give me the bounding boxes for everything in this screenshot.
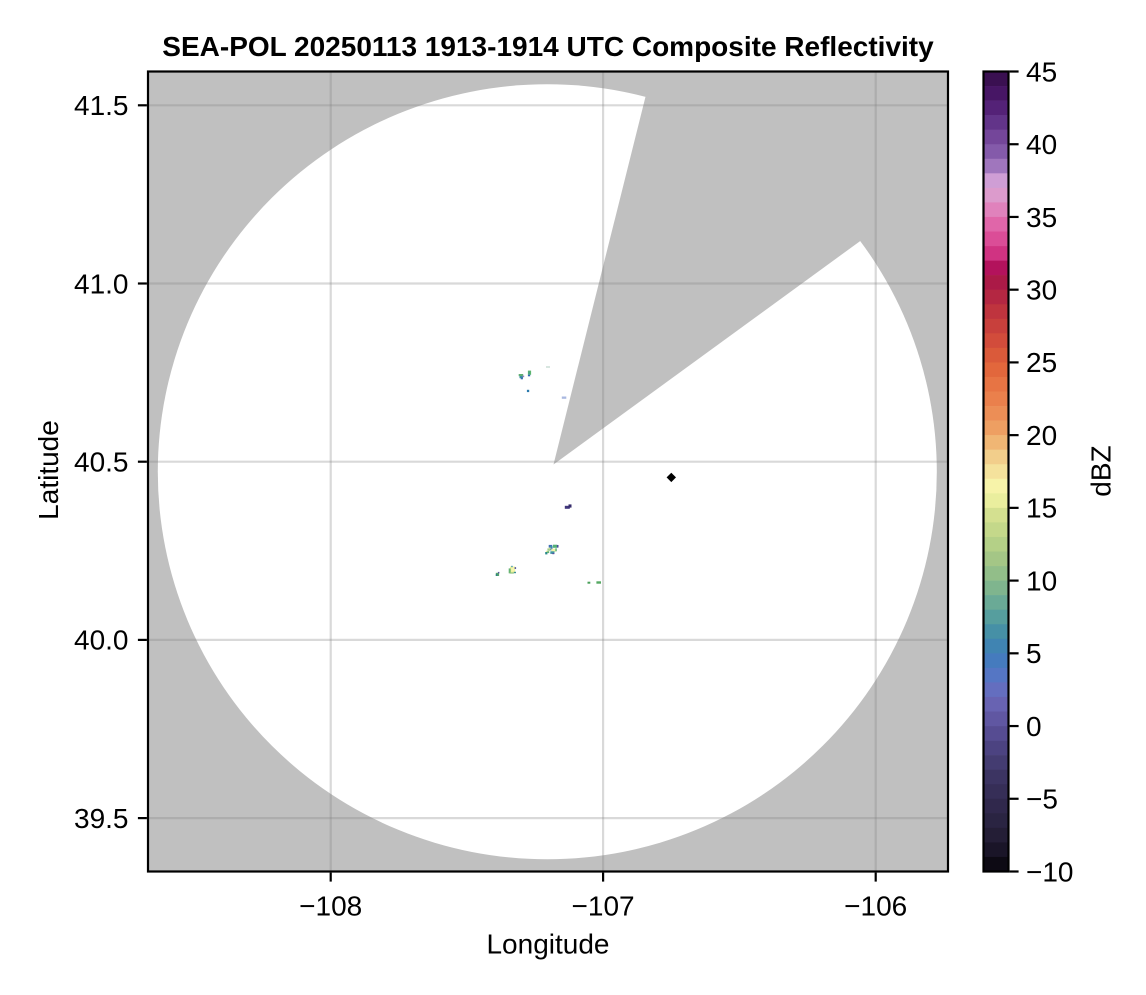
svg-text:30: 30 <box>1026 274 1057 305</box>
svg-text:−5: −5 <box>1026 784 1058 815</box>
svg-text:39.5: 39.5 <box>74 803 129 834</box>
svg-text:25: 25 <box>1026 347 1057 378</box>
svg-text:SEA-POL 20250113 1913-1914 UTC: SEA-POL 20250113 1913-1914 UTC Composite… <box>162 31 934 62</box>
svg-text:−108: −108 <box>299 891 362 922</box>
svg-text:0: 0 <box>1026 711 1042 742</box>
svg-text:dBZ: dBZ <box>1086 445 1117 496</box>
svg-text:40.0: 40.0 <box>74 625 129 656</box>
svg-text:−106: −106 <box>844 891 907 922</box>
svg-text:Longitude: Longitude <box>486 929 609 960</box>
svg-text:15: 15 <box>1026 493 1057 524</box>
svg-text:5: 5 <box>1026 638 1042 669</box>
svg-text:41.5: 41.5 <box>74 90 129 121</box>
svg-text:40.5: 40.5 <box>74 447 129 478</box>
svg-text:10: 10 <box>1026 565 1057 596</box>
svg-text:−107: −107 <box>572 891 635 922</box>
svg-text:20: 20 <box>1026 420 1057 451</box>
svg-text:41.0: 41.0 <box>74 268 129 299</box>
svg-text:35: 35 <box>1026 202 1057 233</box>
svg-text:Latitude: Latitude <box>33 420 64 520</box>
svg-text:−10: −10 <box>1026 856 1074 887</box>
svg-text:45: 45 <box>1026 56 1057 87</box>
svg-text:40: 40 <box>1026 129 1057 160</box>
